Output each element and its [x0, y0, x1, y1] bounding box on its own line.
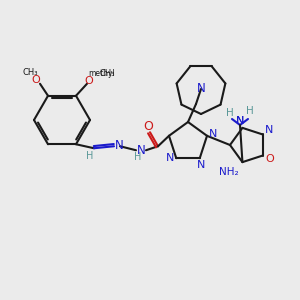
Text: N: N [196, 160, 205, 170]
Text: N: N [166, 153, 174, 163]
Text: H: H [86, 151, 94, 161]
Text: N: N [236, 116, 244, 126]
Text: H: H [246, 106, 254, 116]
Text: H: H [226, 108, 234, 118]
Text: NH₂: NH₂ [219, 167, 238, 177]
Text: N: N [266, 125, 274, 135]
Text: O: O [85, 76, 93, 86]
Text: O: O [265, 154, 274, 164]
Text: N: N [209, 129, 217, 139]
Text: CH₃: CH₃ [99, 69, 115, 78]
Text: N: N [115, 139, 123, 152]
Text: O: O [32, 75, 40, 85]
Text: H: H [134, 152, 142, 162]
Text: O: O [143, 120, 153, 133]
Text: methyl: methyl [88, 69, 116, 78]
Text: N: N [196, 82, 206, 95]
Text: CH₃: CH₃ [22, 68, 38, 77]
Text: N: N [136, 144, 146, 157]
Text: N: N [236, 116, 244, 126]
